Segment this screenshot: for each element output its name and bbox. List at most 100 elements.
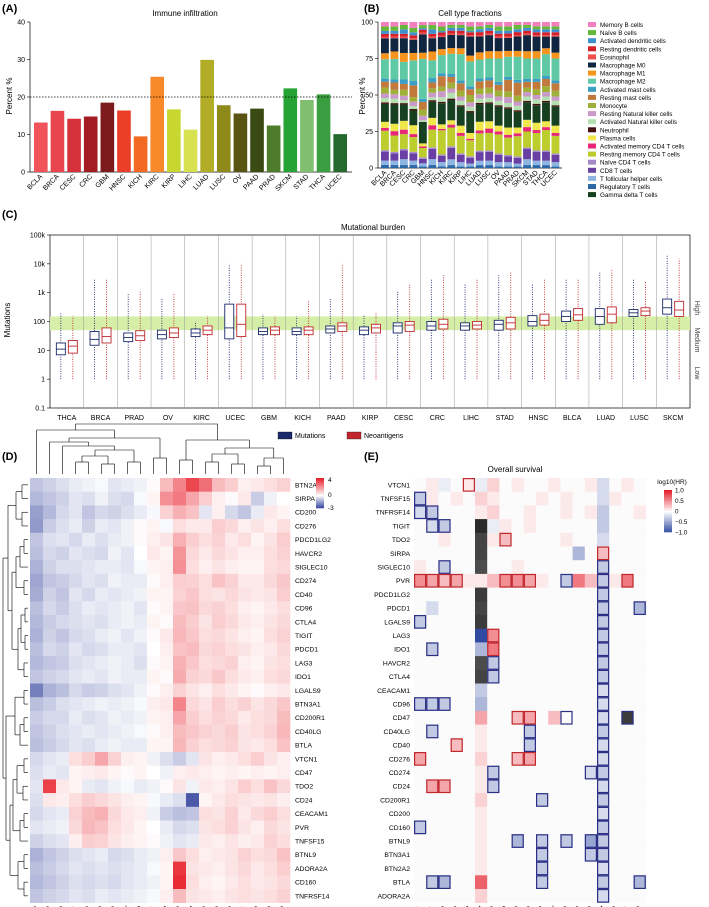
heatmap-cell <box>121 560 135 575</box>
heatmap-cell <box>43 628 57 643</box>
stack-segment <box>437 26 446 32</box>
stack-segment <box>475 165 484 168</box>
heatmap-cell <box>597 478 610 492</box>
stack-segment <box>409 22 418 28</box>
heatmap-cell <box>173 519 187 534</box>
heatmap-cell <box>160 793 174 808</box>
heatmap-cell <box>633 820 647 835</box>
heatmap-cell <box>487 573 500 588</box>
heatmap-cell <box>511 820 525 835</box>
heatmap-cell <box>225 765 239 780</box>
heatmap-cell <box>212 560 226 575</box>
significant-cell-outline <box>426 519 439 533</box>
heatmap-cell <box>511 601 525 616</box>
heatmap-cell <box>560 861 573 876</box>
legend-label: Eosinophil <box>600 54 629 61</box>
stack-segment <box>409 60 418 81</box>
stack-segment <box>447 22 456 25</box>
heatmap-cell <box>147 724 161 739</box>
heatmap-cell <box>160 628 174 643</box>
heatmap-cell <box>160 519 174 534</box>
heatmap-cell <box>56 587 70 602</box>
heatmap-cell <box>225 669 239 684</box>
heatmap-cell <box>69 505 83 520</box>
bar <box>67 118 81 172</box>
row-label: CD40LG <box>295 729 321 736</box>
heatmap-cell <box>186 615 200 629</box>
stack-segment <box>428 117 437 126</box>
stack-segment <box>447 124 456 128</box>
legend-gradient-step <box>664 504 672 506</box>
heatmap-cell <box>108 615 122 629</box>
heatmap-cell <box>536 628 549 643</box>
heatmap-cell <box>560 656 573 671</box>
heatmap-cell <box>523 724 537 739</box>
heatmap-cell <box>475 765 488 780</box>
heatmap-cell <box>609 519 622 534</box>
stack-segment <box>485 97 494 103</box>
heatmap-cell <box>251 532 265 547</box>
heatmap-cell <box>238 601 252 616</box>
heatmap-cell <box>450 642 464 657</box>
heatmap-cell <box>186 642 200 657</box>
heatmap-cell <box>523 573 537 588</box>
heatmap-cell <box>147 546 161 561</box>
stack-segment <box>485 22 494 25</box>
stack-segment <box>399 120 408 130</box>
heatmap-cell <box>225 560 239 575</box>
heatmap-cell <box>43 697 57 712</box>
stack-segment <box>399 165 408 168</box>
heatmap-cell <box>264 656 278 671</box>
heatmap-cell <box>414 546 427 561</box>
box <box>67 340 78 354</box>
heatmap-cell <box>450 793 464 808</box>
row-label: CD24 <box>393 784 411 791</box>
heatmap-cell <box>438 806 451 821</box>
heatmap-cell <box>462 779 476 794</box>
heatmap-cell <box>160 820 174 835</box>
heatmap-cell <box>414 779 427 794</box>
significant-cell-outline <box>560 710 573 725</box>
heatmap-cell <box>450 683 464 698</box>
stack-segment <box>494 51 503 59</box>
heatmap-cell <box>511 669 525 684</box>
heatmap-cell <box>597 628 610 643</box>
heatmap-cell <box>264 697 278 712</box>
heatmap-cell <box>560 601 573 616</box>
heatmap-cell <box>462 505 476 520</box>
stack-segment <box>418 52 427 59</box>
legend-gradient-step <box>316 486 324 488</box>
heatmap-cell <box>584 765 598 780</box>
heatmap-cell <box>277 656 291 671</box>
heatmap-cell <box>277 820 291 835</box>
heatmap-cell <box>511 724 525 739</box>
stack-segment <box>418 115 427 121</box>
heatmap-cell <box>43 656 57 671</box>
heatmap-cell <box>82 669 96 684</box>
heatmap-cell <box>572 478 586 492</box>
heatmap-cell <box>173 779 187 794</box>
heatmap-cell <box>277 793 291 808</box>
heatmap-cell <box>264 573 278 588</box>
heatmap-cell <box>160 656 174 671</box>
heatmap-cell <box>238 793 252 808</box>
heatmap-cell <box>147 478 161 492</box>
heatmap-cell <box>199 710 213 725</box>
heatmap-cell <box>251 656 265 671</box>
heatmap-cell <box>30 765 44 780</box>
stack-segment <box>504 134 513 138</box>
significant-cell-outline <box>487 669 500 684</box>
heatmap-cell <box>462 834 476 849</box>
stack-segment <box>494 131 503 135</box>
heatmap-cell <box>438 519 451 534</box>
heatmap-cell <box>426 697 439 712</box>
heatmap-cell <box>621 601 634 616</box>
legend-tick: −0.5 <box>675 519 688 526</box>
stack-segment <box>532 103 541 106</box>
legend-gradient-step <box>664 498 672 501</box>
significant-cell-outline <box>596 834 610 848</box>
heatmap-cell <box>251 642 265 657</box>
heatmap-cell <box>426 889 439 903</box>
heatmap-cell <box>438 779 451 794</box>
stack-segment <box>381 81 389 88</box>
